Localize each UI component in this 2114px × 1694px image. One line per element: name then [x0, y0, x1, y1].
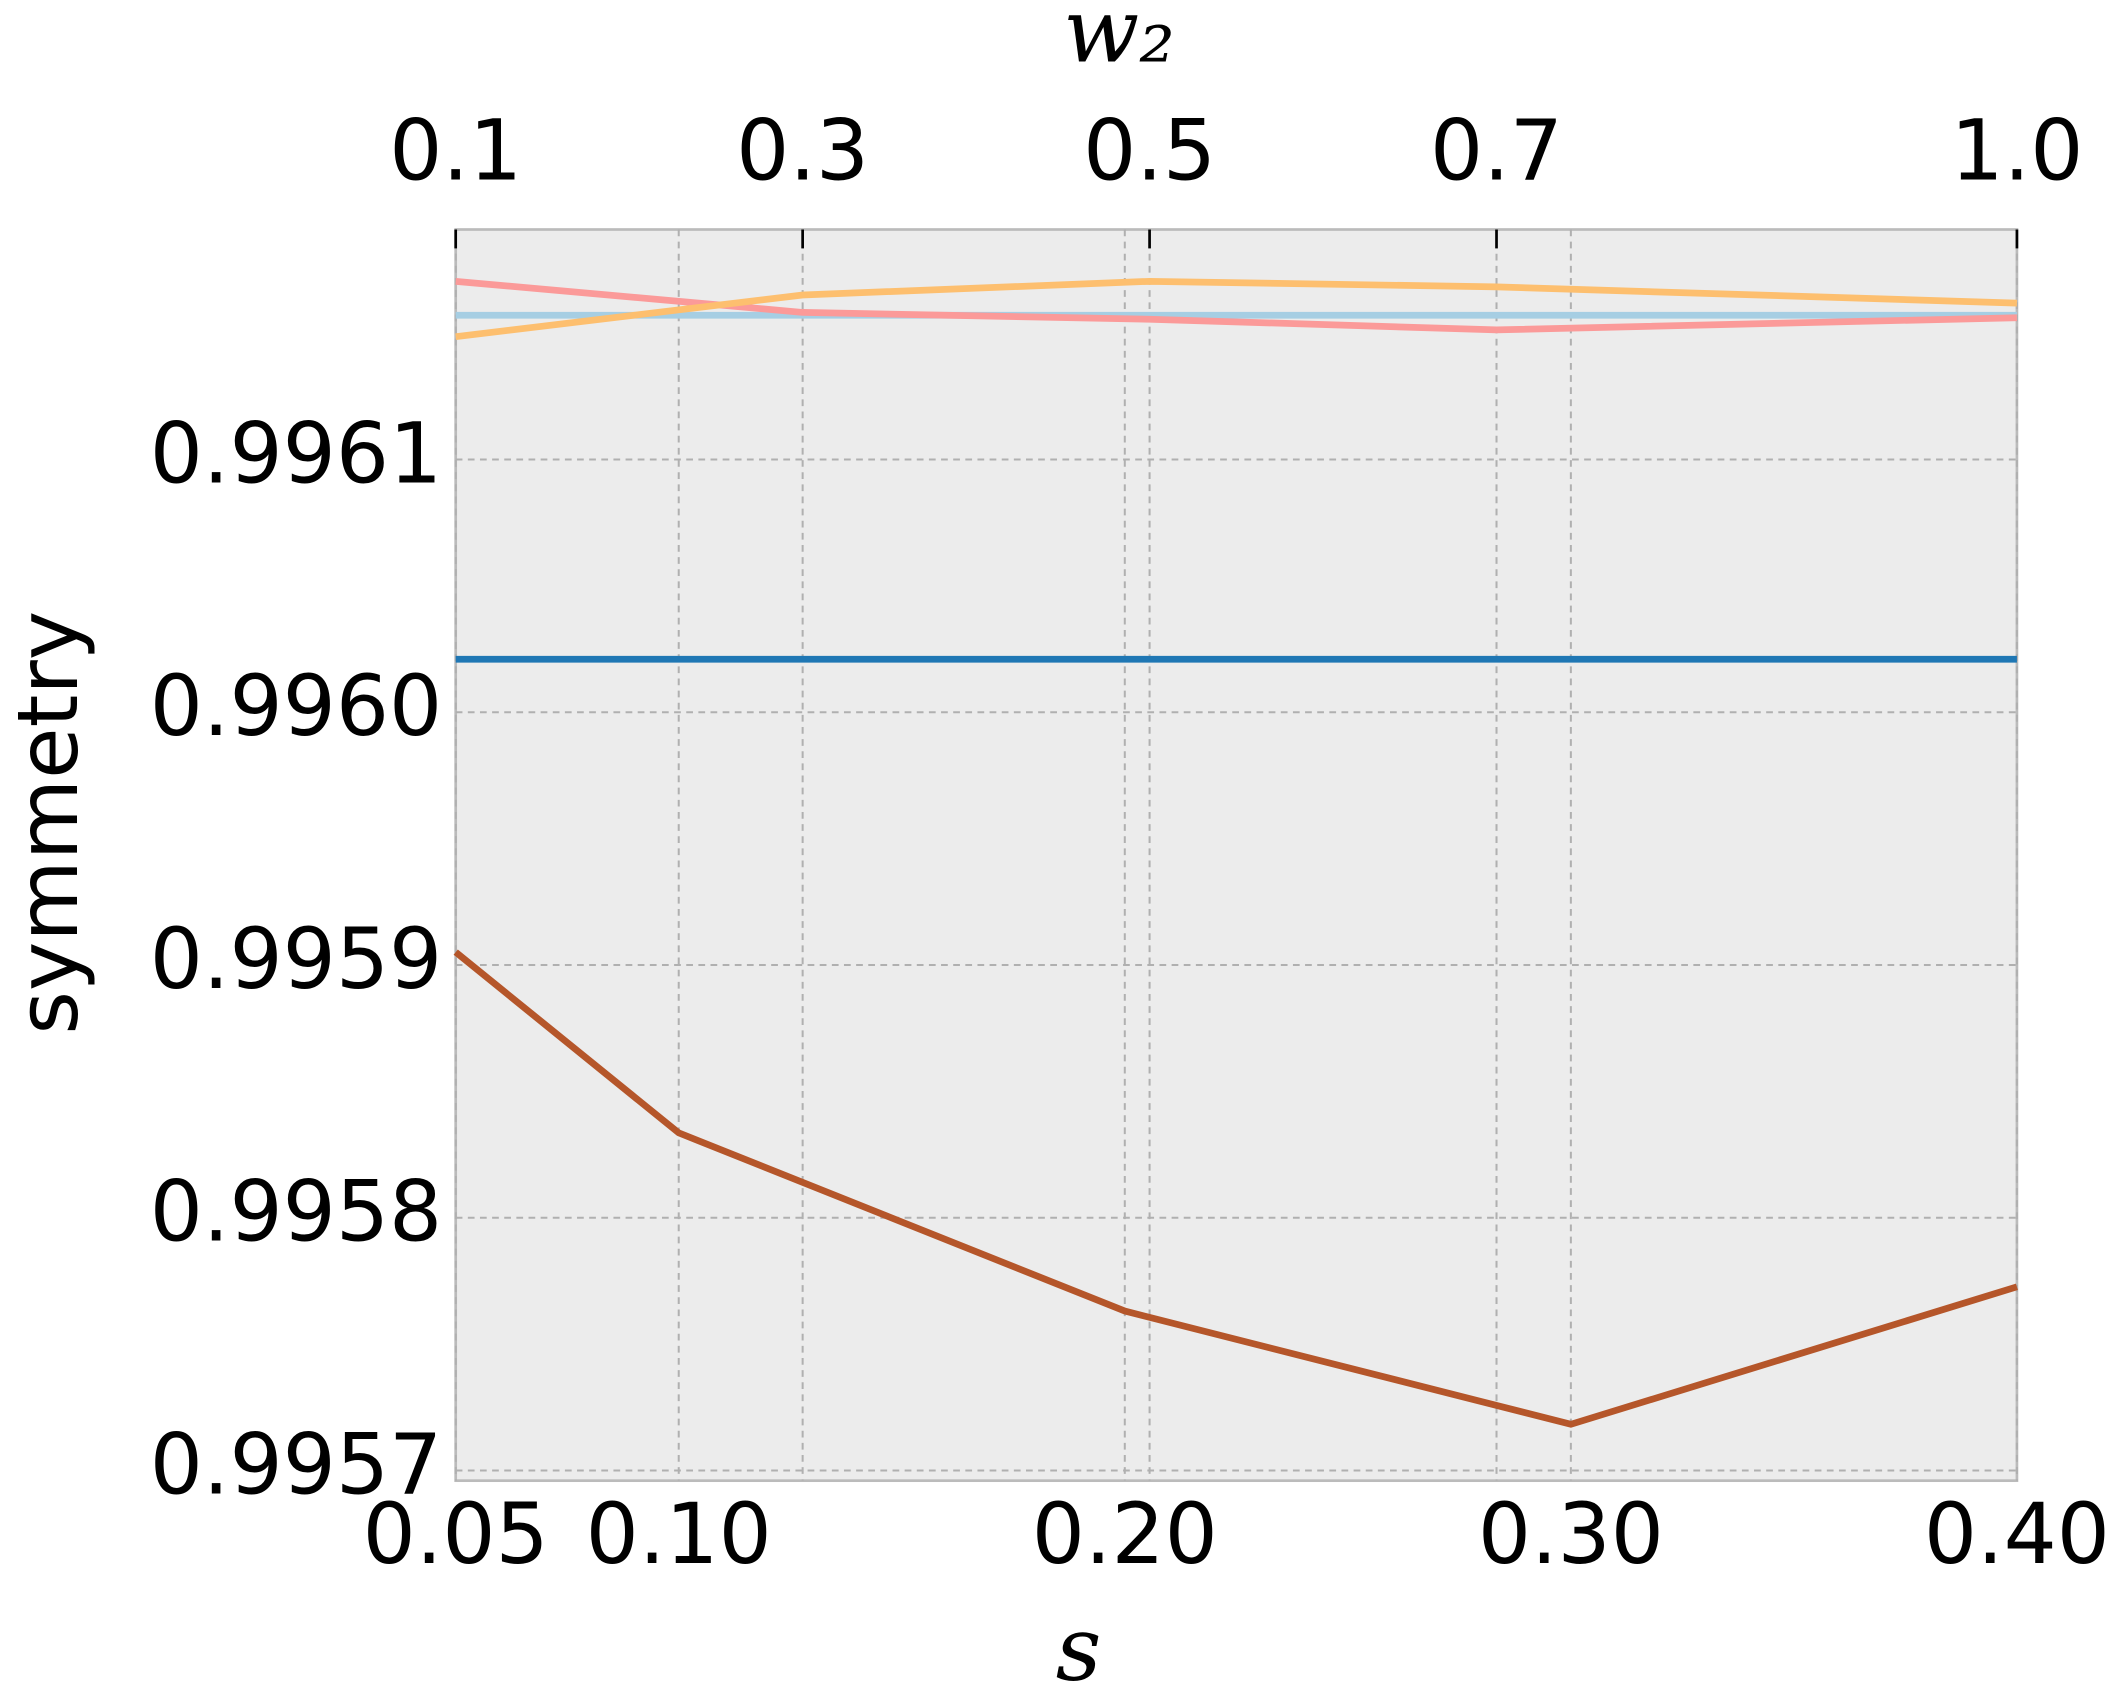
- line: [455, 277, 2018, 341]
- x-axis-label: s: [1056, 1596, 1102, 1694]
- x2-tick-label: 0.1: [389, 102, 522, 200]
- y-tick-label: 0.9959: [150, 910, 442, 1008]
- x-tick-label: 0.30: [1478, 1485, 1664, 1583]
- x-tick-label: 0.40: [1924, 1485, 2110, 1583]
- x2-tick-label: 0.7: [1430, 102, 1563, 200]
- x-tick-label: 0.10: [586, 1485, 772, 1583]
- y-tick-label: 0.9961: [150, 404, 442, 502]
- y-tick-label: 0.9957: [150, 1415, 442, 1513]
- y-axis-label: symmetry: [0, 611, 97, 1035]
- x2-tick-label: 0.5: [1083, 102, 1216, 200]
- x-tick-label: 0.05: [363, 1485, 549, 1583]
- x2-tick-label: 1.0: [1950, 102, 2083, 200]
- y-tick-label: 0.9960: [150, 657, 442, 755]
- line: [453, 949, 2018, 1428]
- line: [455, 277, 2018, 334]
- x2-axis-label: w₂: [1063, 0, 1175, 82]
- x-tick-label: 0.20: [1032, 1485, 1218, 1583]
- x2-tick-label: 0.3: [736, 102, 869, 200]
- y-tick-label: 0.9958: [150, 1163, 442, 1261]
- plot-area: [454, 228, 2019, 1483]
